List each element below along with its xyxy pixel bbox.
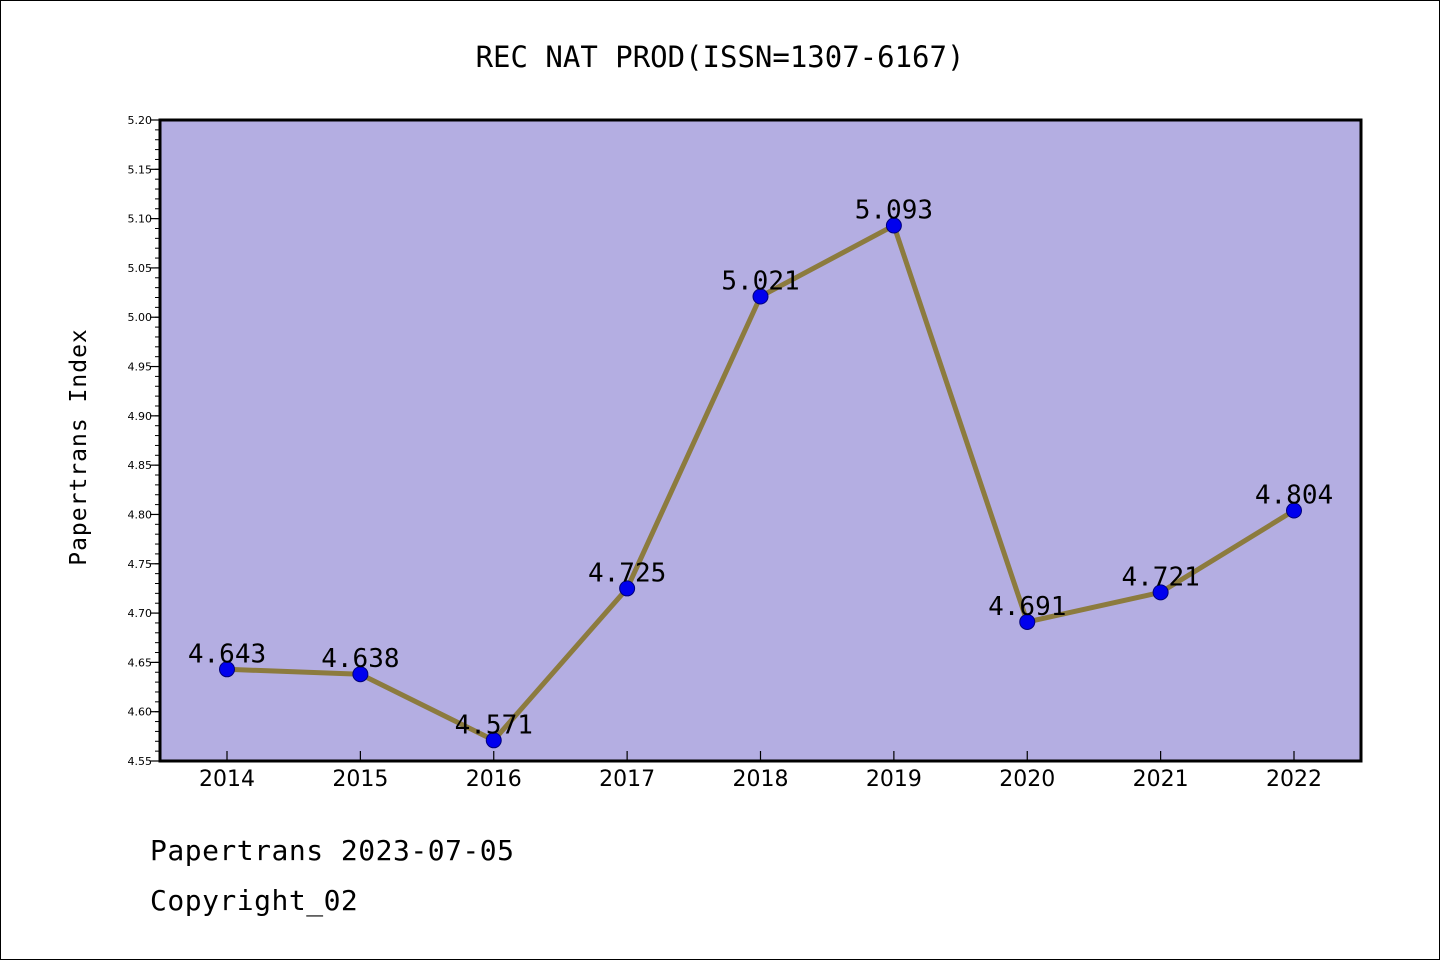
x-tick-label: 2018 — [733, 767, 789, 792]
x-tick-label: 2019 — [866, 767, 922, 792]
data-point — [752, 288, 769, 305]
data-point — [885, 217, 902, 234]
data-point — [1152, 584, 1169, 601]
data-series: 4.643 4.638 4.571 4.725 5.021 5.093 4.691 4.721… — [188, 196, 1333, 749]
y-tick-label: 4.65 — [128, 656, 153, 669]
footer-copyright: Copyright_02 — [150, 884, 359, 917]
data-label: 4.571 — [455, 710, 533, 740]
data-point — [219, 661, 235, 678]
y-tick-label: 5.00 — [128, 311, 153, 324]
x-tick-label: 2017 — [599, 767, 655, 792]
y-tick-label: 5.05 — [128, 262, 153, 275]
x-tick-label: 2015 — [332, 767, 388, 792]
x-tick-label: 2021 — [1133, 767, 1189, 792]
x-tick-label: 2020 — [999, 767, 1055, 792]
data-label: 4.725 — [588, 558, 666, 588]
footer-date: Papertrans 2023-07-05 — [150, 834, 515, 867]
y-tick-label: 4.55 — [128, 755, 153, 768]
data-label: 5.021 — [721, 267, 799, 297]
x-tick-label: 2014 — [199, 767, 255, 792]
axis-ticks: 4.55 4.60 4.65 4.70 4.75 4.80 4.85 4.90 4.95 5.00… — [128, 114, 1323, 792]
y-tick-label: 4.80 — [128, 508, 153, 521]
plot-border — [158, 118, 1363, 763]
y-tick-label: 5.10 — [128, 213, 153, 226]
data-point — [1286, 502, 1302, 519]
x-tick-label: 2022 — [1266, 767, 1322, 792]
y-tick-label: 5.20 — [128, 114, 153, 127]
data-label: 4.643 — [188, 639, 266, 669]
data-label: 4.638 — [321, 644, 399, 674]
data-label: 5.093 — [855, 196, 933, 226]
data-point — [352, 666, 369, 683]
data-label: 4.804 — [1255, 481, 1333, 511]
data-point — [485, 732, 502, 749]
y-tick-label: 4.90 — [128, 410, 153, 423]
y-tick-label: 4.60 — [128, 706, 153, 719]
chart-title: REC NAT PROD(ISSN=1307-6167) — [476, 40, 965, 74]
y-tick-label: 4.85 — [128, 459, 153, 472]
data-point — [1019, 613, 1036, 630]
y-tick-label: 4.95 — [128, 361, 153, 374]
data-label: 4.721 — [1121, 562, 1199, 592]
data-point — [619, 580, 636, 597]
data-label: 4.691 — [988, 592, 1066, 622]
y-tick-label: 4.75 — [128, 558, 153, 571]
x-tick-label: 2016 — [466, 767, 522, 792]
plot-area — [160, 120, 1361, 761]
y-axis-label: Papertrans Index — [66, 328, 92, 566]
y-tick-label: 4.70 — [128, 607, 153, 620]
y-tick-label: 5.15 — [128, 163, 153, 176]
